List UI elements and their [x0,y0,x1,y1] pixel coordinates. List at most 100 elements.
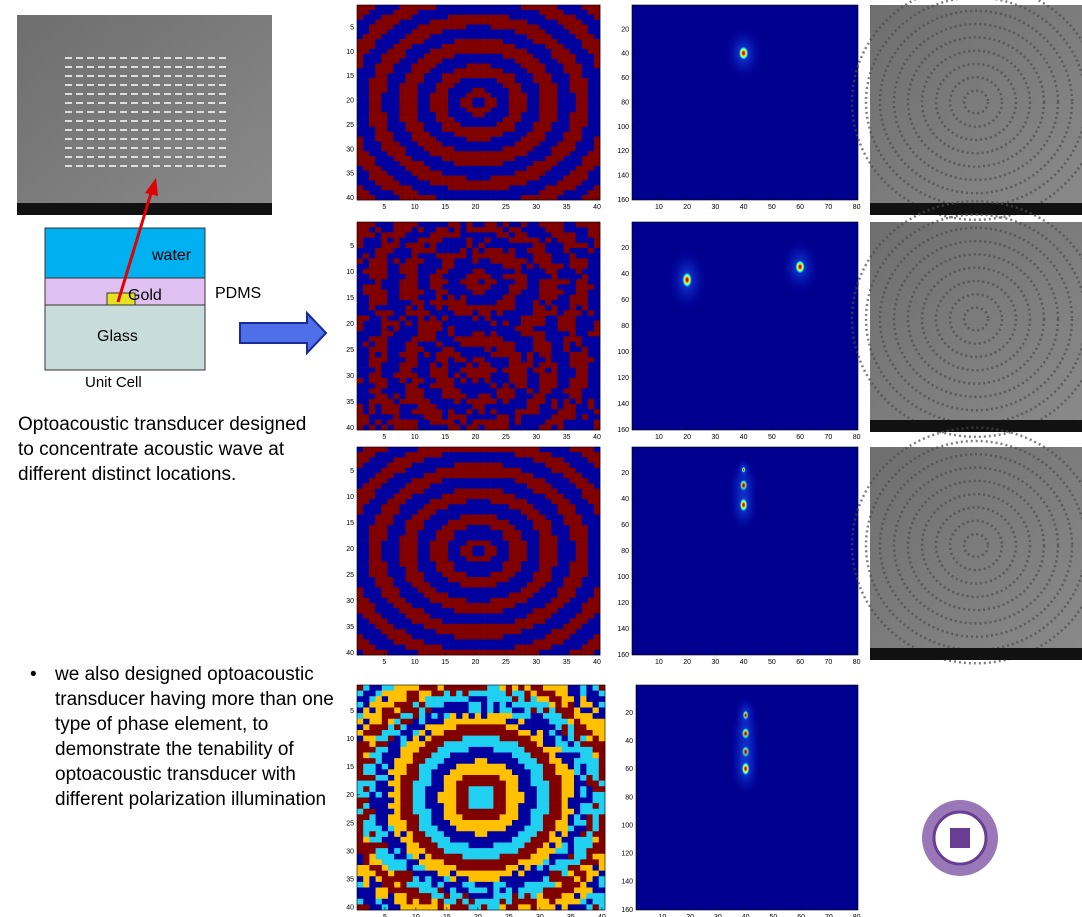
phase-cell [460,222,466,228]
phase-cell [448,232,454,238]
phase-cell [588,468,594,474]
phase-cell [521,295,527,301]
phase-cell [466,258,472,264]
phase-cell [430,383,436,389]
phase-cell [466,185,472,190]
phase-cell [442,44,448,49]
phase-cell [406,624,412,630]
phase-cell [576,494,582,500]
phase-cell [545,420,551,426]
phase-cell [564,156,570,161]
phase-cell [436,238,442,244]
phase-cell [466,68,472,73]
phase-cell [588,509,594,515]
phase-cell [381,166,387,171]
phase-cell [357,10,363,15]
phase-cell [400,232,406,238]
sem-dot [98,156,105,158]
phase-cell [393,629,399,635]
phase-cell [551,274,557,280]
phase-cell [485,561,491,567]
phase-cell [582,305,588,311]
phase-cell [588,88,594,93]
phase-cell [491,378,497,384]
phase-cell [448,185,454,190]
phase-cell [381,530,387,536]
x-tick-label: 25 [502,204,510,211]
phase-cell [509,274,515,280]
phase-cell [357,619,363,625]
phase-cell [491,572,497,578]
phase-cell [503,619,509,625]
sem-dot [175,57,182,59]
phase-cell [479,551,485,557]
phase-cell [357,176,363,181]
phase-cell [576,132,582,137]
phase-cell [363,49,369,54]
phase-cell [418,264,424,270]
phase-cell [557,530,563,536]
phase-cell [369,468,375,474]
phase-cell [521,151,527,156]
phase-cell [357,161,363,166]
phase-cell [509,373,515,379]
phase-cell [381,93,387,98]
phase-cell [527,49,533,54]
phase-cell [454,264,460,270]
phase-cell [430,394,436,400]
phase-cell [479,248,485,254]
phase-cell [442,414,448,420]
phase-cell [393,316,399,322]
phase-cell [594,171,600,176]
phase-cell [393,232,399,238]
phase-cell [588,603,594,609]
phase-cell [503,290,509,296]
phase-cell [442,629,448,635]
phase-cell [491,425,497,431]
phase-cell [375,546,381,552]
phase-cell [454,20,460,25]
phase-cell [509,331,515,337]
phase-cell [503,420,509,426]
phase-cell [551,373,557,379]
phase-cell [387,54,393,59]
phase-cell [357,68,363,73]
phase-cell [472,78,478,83]
phase-cell [570,572,576,578]
phase-cell [460,352,466,358]
phase-cell [460,556,466,562]
phase-cell [533,305,539,311]
phase-cell [375,378,381,384]
phase-cell [588,54,594,59]
phase-cell [521,378,527,384]
phase-cell [393,93,399,98]
phase-cell [527,373,533,379]
phase-cell [436,463,442,469]
phase-cell [564,582,570,588]
phase-cell [497,161,503,166]
phase-cell [369,388,375,394]
phase-cell [551,264,557,270]
phase-cell [491,29,497,34]
phase-cell [436,603,442,609]
phase-cell [509,347,515,353]
phase-cell [363,494,369,500]
sem-dot [219,93,226,95]
phase-cell [363,39,369,44]
phase-cell [521,284,527,290]
phase-cell [406,561,412,567]
phase-cell [363,156,369,161]
phase-cell [466,629,472,635]
phase-cell [485,44,491,49]
phase-cell [387,103,393,108]
phase-cell [557,300,563,306]
phase-cell [418,639,424,645]
phase-cell [406,525,412,531]
phase-cell [564,238,570,244]
phase-cell [400,473,406,479]
phase-cell [582,608,588,614]
phase-cell [387,425,393,431]
phase-cell [436,25,442,30]
phase-cell [400,447,406,453]
phase-cell [594,310,600,316]
